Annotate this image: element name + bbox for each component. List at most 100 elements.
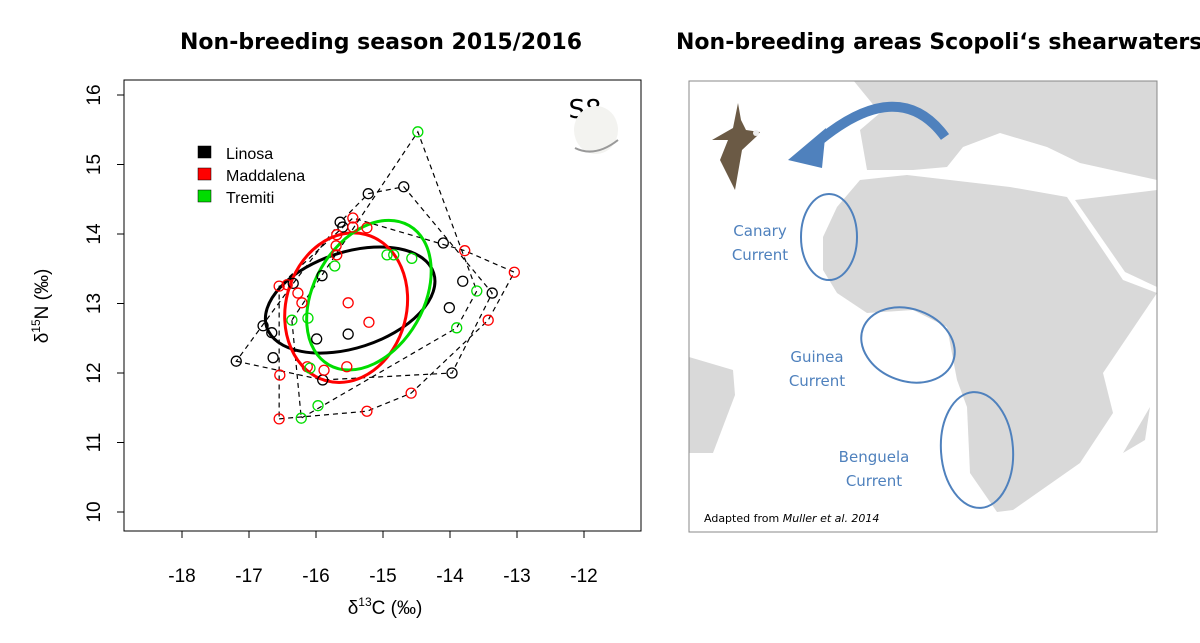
data-point-maddalena: [318, 364, 330, 376]
chart-title: Non-breeding season 2015/2016: [180, 30, 583, 55]
data-point-linosa: [446, 367, 458, 379]
data-point-maddalena: [482, 314, 494, 326]
sea-ellipse-maddalena: [283, 231, 410, 384]
legend-swatch-tremiti: [197, 189, 212, 203]
data-point-linosa: [486, 287, 498, 299]
data-point-tremiti: [471, 285, 483, 297]
migration-arrow-icon: [788, 101, 950, 168]
data-point-maddalena: [281, 279, 293, 291]
data-point-tremiti: [286, 314, 298, 326]
y-tick-label: 11: [84, 433, 105, 453]
y-axis-label: δ15N (‰): [29, 269, 53, 344]
y-tick-label: 15: [84, 154, 105, 175]
data-point-maddalena: [331, 249, 343, 261]
legend-label-tremiti: Tremiti: [226, 190, 274, 207]
sea-ellipse-linosa: [263, 245, 437, 355]
y-tick-label: 14: [84, 223, 105, 245]
data-point-linosa: [267, 352, 279, 364]
guinea-label-1: Guinea: [790, 348, 843, 366]
data-point-linosa: [342, 328, 354, 340]
data-point-linosa: [311, 333, 323, 345]
data-point-tremiti: [451, 322, 463, 334]
europe-land: [853, 81, 1157, 180]
data-point-tremiti: [329, 260, 341, 272]
x-tick-label: -17: [235, 566, 262, 587]
data-point-maddalena: [274, 369, 286, 381]
convex-hull-linosa: [235, 186, 493, 381]
data-point-linosa: [287, 277, 299, 289]
data-point-maddalena: [273, 280, 285, 292]
convex-hull-tremiti: [291, 130, 478, 420]
canary-label-2: Current: [732, 246, 788, 264]
data-point-linosa: [266, 327, 278, 339]
data-point-linosa: [457, 275, 469, 287]
data-point-tremiti: [412, 126, 424, 138]
data-point-linosa: [398, 181, 410, 193]
data-point-linosa: [230, 355, 242, 367]
south-america-land: [689, 357, 735, 453]
sea-ellipse-tremiti: [305, 218, 433, 372]
y-tick-label: 10: [84, 501, 105, 522]
feather-icon: [574, 106, 619, 154]
map-frame: [688, 80, 1158, 533]
x-tick-label: -14: [436, 566, 464, 587]
data-point-maddalena: [330, 240, 342, 252]
benguela-current-region: [939, 391, 1015, 509]
data-point-maddalena: [508, 266, 520, 278]
data-point-linosa: [362, 188, 374, 200]
legend-swatch-linosa: [197, 145, 212, 159]
data-point-maddalena: [296, 297, 308, 309]
data-point-maddalena: [342, 297, 354, 309]
data-point-linosa: [437, 237, 449, 249]
data-point-tremiti: [295, 412, 307, 424]
data-point-maddalena: [292, 287, 304, 299]
data-point-tremiti: [312, 400, 324, 412]
map-credit: Adapted from Muller et al. 2014: [704, 512, 879, 525]
x-tick-label: -15: [369, 566, 396, 587]
x-tick-label: -12: [570, 566, 597, 587]
data-point-maddalena: [273, 413, 285, 425]
data-point-maddalena: [459, 245, 471, 257]
shearwater-bird-icon: [712, 103, 760, 190]
benguela-label-1: Benguela: [839, 448, 910, 466]
y-tick-label: 12: [84, 362, 105, 383]
data-point-linosa: [257, 320, 269, 332]
data-point-tremiti: [304, 362, 316, 374]
data-point-maddalena: [347, 212, 359, 224]
data-point-linosa: [443, 302, 455, 314]
data-point-maddalena: [361, 405, 373, 417]
data-point-maddalena: [347, 221, 359, 233]
benguela-label-2: Current: [846, 472, 902, 490]
legend-swatch-maddalena: [197, 167, 212, 181]
data-point-maddalena: [341, 361, 353, 373]
data-point-tremiti: [388, 249, 400, 261]
data-point-tremiti: [406, 252, 418, 264]
arabia-land: [1075, 190, 1157, 287]
data-point-maddalena: [405, 387, 417, 399]
x-tick-label: -16: [302, 566, 329, 587]
data-point-maddalena: [363, 316, 375, 328]
guinea-current-region: [860, 306, 956, 384]
x-axis-label: δ13C (‰): [348, 595, 423, 619]
legend: Linosa Maddalena Tremiti: [197, 145, 305, 207]
map: Canary Current Guinea Current Benguela C…: [688, 80, 1158, 533]
guinea-label-2: Current: [789, 372, 845, 390]
madagascar-land: [1123, 407, 1150, 453]
legend-label-linosa: Linosa: [226, 146, 273, 163]
africa-land: [823, 175, 1157, 512]
canary-current-region: [800, 193, 858, 281]
convex-hull-maddalena: [278, 217, 516, 420]
data-point-maddalena: [331, 229, 343, 241]
data-point-tremiti: [381, 249, 393, 261]
data-point-tremiti: [302, 312, 314, 324]
canary-label-1: Canary: [733, 222, 787, 240]
data-point-maddalena: [361, 222, 373, 234]
x-tick-label: -18: [168, 566, 195, 587]
x-tick-label: -13: [503, 566, 530, 587]
y-tick-label: 16: [84, 84, 105, 105]
data-point-linosa: [316, 270, 328, 282]
y-tick-label: 13: [84, 293, 105, 314]
map-title: Non-breeding areas Scopoli‘s shearwaters: [676, 30, 1200, 55]
